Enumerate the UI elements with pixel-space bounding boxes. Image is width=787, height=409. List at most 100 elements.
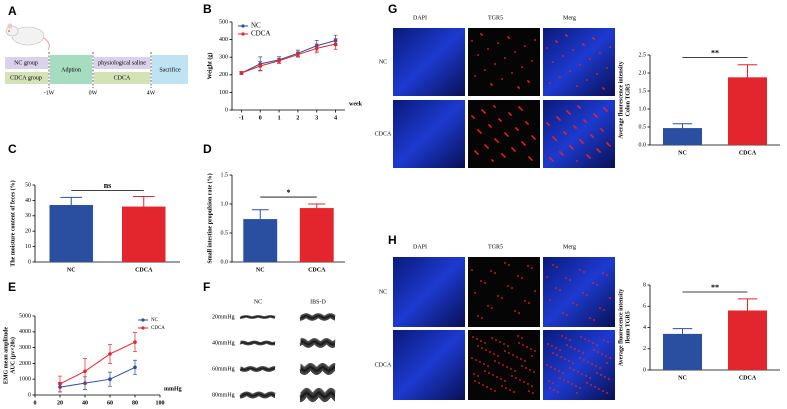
signal-dot: [586, 79, 588, 81]
pressure-label: 60mmHg: [212, 366, 235, 372]
signal-dot: [569, 339, 571, 341]
bar: [663, 333, 702, 370]
image-column-label: TGR5: [488, 244, 503, 250]
signal-dot: [525, 367, 527, 369]
signal-dot: [500, 378, 502, 380]
signal-dot: [494, 138, 496, 140]
signal-dot: [514, 310, 516, 312]
signal-dot: [494, 360, 496, 362]
signal-dot: [534, 39, 536, 41]
significance-label: *: [287, 188, 291, 197]
signal-dot: [579, 387, 581, 389]
signal-dot: [572, 302, 574, 304]
signal-dot: [590, 134, 592, 136]
signal-dot: [569, 70, 571, 72]
signal-dot: [562, 372, 564, 374]
signal-dot: [531, 60, 533, 62]
signal-dot: [595, 365, 597, 367]
signal-dot: [596, 73, 598, 75]
signal-dot: [609, 357, 611, 359]
signal-dot: [477, 375, 479, 377]
y-axis-label: AUC (μv×20s): [9, 337, 16, 374]
y-tick-label: 2: [643, 346, 646, 352]
signal-dot: [496, 376, 498, 378]
signal-dot: [561, 335, 563, 337]
signal-dot: [599, 367, 601, 369]
signal-dot: [524, 300, 526, 302]
y-tick-label: 5000: [19, 313, 31, 319]
signal-dot: [507, 345, 509, 347]
x-axis-label: mmHg: [164, 386, 182, 392]
signal-dot: [477, 345, 479, 347]
signal-dot: [474, 75, 476, 77]
timepoint: 0W: [89, 90, 98, 96]
signal-dot: [592, 342, 594, 344]
panel-letter: H: [388, 233, 397, 247]
signal-dot: [569, 279, 571, 281]
signal-dot: [598, 388, 600, 390]
pressure-label: 80mmHg: [212, 392, 235, 398]
significance-label: **: [711, 48, 719, 57]
signal-dot: [600, 374, 602, 376]
axis: [231, 22, 345, 111]
signal-dot: [606, 362, 608, 364]
signal-dot: [568, 360, 570, 362]
signal-dot: [497, 295, 499, 297]
y-tick-label: 6: [643, 304, 646, 310]
bar: [122, 206, 166, 262]
signal-dot: [489, 351, 491, 353]
signal-dot: [576, 304, 578, 306]
y-tick-label: 200: [219, 72, 228, 78]
signal-dot: [549, 157, 551, 159]
panel-letter: C: [8, 142, 17, 156]
y-tick-label: 0: [225, 107, 228, 113]
x-tick-label: 0: [34, 400, 37, 406]
signal-dot: [492, 374, 494, 376]
signal-dot: [486, 386, 488, 388]
signal-dot: [586, 154, 588, 156]
signal-dot: [517, 275, 519, 277]
trace: [239, 315, 276, 319]
signal-dot: [562, 55, 564, 57]
signal-dot: [518, 312, 520, 314]
signal-dot: [573, 369, 575, 371]
signal-dot: [606, 392, 608, 394]
y-tick-label: 10: [25, 244, 31, 250]
signal-dot: [552, 61, 554, 63]
error-bar: [60, 196, 83, 206]
signal-dot: [513, 391, 515, 393]
signal-dot: [482, 384, 484, 386]
image-row-label: NC: [379, 59, 387, 65]
image-column-label: DAPI: [413, 244, 427, 250]
signal-dot: [572, 49, 574, 51]
y-axis-label: Average fluorescence intensity: [618, 289, 624, 366]
diagram-label: CDCA: [114, 75, 131, 81]
signal-dot: [583, 359, 585, 361]
y-tick-label: 50: [25, 182, 31, 188]
signal-dot: [494, 390, 496, 392]
y-tick-label: 100: [219, 90, 228, 96]
signal-dot: [596, 284, 598, 286]
timepoint: 4W: [147, 90, 156, 96]
micrograph: [543, 100, 615, 168]
signal-dot: [490, 388, 492, 390]
signal-dot: [602, 390, 604, 392]
signal-dot: [586, 382, 588, 384]
signal-dot: [488, 124, 490, 126]
image-row-label: NC: [379, 289, 387, 295]
micrograph: [393, 257, 465, 327]
y-tick-label: 1.5: [639, 88, 647, 94]
legend-marker: [141, 318, 145, 322]
trace: [299, 387, 336, 403]
x-tick-label: 0: [259, 115, 262, 121]
line: [241, 43, 336, 74]
image-column-label: DAPI: [413, 15, 427, 21]
signal-dot: [480, 33, 482, 35]
y-tick-label: 1.5: [221, 172, 229, 178]
signal-dot: [479, 361, 481, 363]
signal-dot: [606, 67, 608, 69]
line: [59, 341, 136, 385]
x-tick-label: 4: [334, 115, 337, 121]
signal-dot: [552, 264, 554, 266]
signal-dot: [562, 312, 564, 314]
